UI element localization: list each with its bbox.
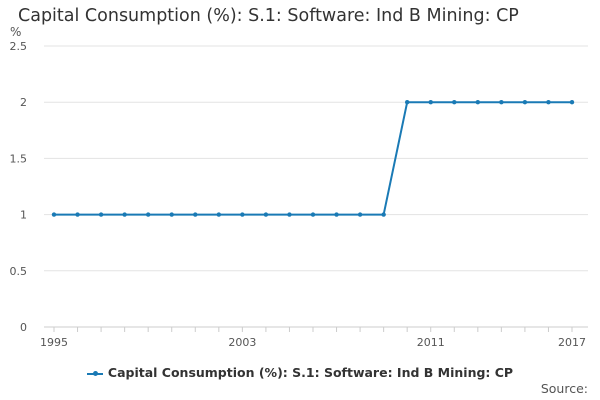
data-point-2016[interactable] [546, 100, 551, 105]
data-point-1998[interactable] [122, 212, 127, 217]
y-tick-label-5: 2.5 [10, 40, 28, 53]
y-tick-label-1: 0.5 [10, 265, 28, 278]
x-tick-label-0: 1995 [40, 336, 68, 349]
chart-title: Capital Consumption (%): S.1: Software: … [18, 6, 519, 26]
data-point-1997[interactable] [98, 212, 104, 217]
data-point-2012[interactable] [452, 100, 457, 105]
data-point-2014[interactable] [499, 100, 504, 105]
data-point-2004[interactable] [263, 212, 269, 217]
legend-swatch [86, 370, 103, 376]
data-point-2005[interactable] [287, 212, 292, 217]
y-tick-label-0: 0 [20, 321, 27, 334]
legend[interactable]: Capital Consumption (%): S.1: Software: … [0, 365, 600, 380]
data-point-2009[interactable] [381, 212, 386, 217]
y-tick-label-3: 1.5 [10, 152, 28, 165]
data-point-2008[interactable] [357, 212, 363, 217]
y-tick-label-2: 1 [20, 209, 27, 222]
data-point-1996[interactable] [75, 212, 80, 217]
data-point-2001[interactable] [193, 212, 198, 217]
source-label: Source: [540, 381, 588, 396]
y-tick-label-4: 2 [20, 96, 27, 109]
data-point-1995[interactable] [51, 212, 57, 217]
legend-label: Capital Consumption (%): S.1: Software: … [107, 365, 514, 380]
data-point-2015[interactable] [522, 100, 528, 105]
data-point-2017[interactable] [569, 100, 575, 105]
data-point-1999[interactable] [145, 212, 151, 217]
data-point-2013[interactable] [475, 100, 481, 105]
series-layer [51, 100, 575, 217]
data-point-2000[interactable] [169, 212, 174, 217]
data-point-2007[interactable] [334, 212, 339, 217]
x-tick-label-1: 2003 [228, 336, 256, 349]
data-point-2003[interactable] [240, 212, 245, 217]
x-tick-label-2: 2011 [417, 336, 445, 349]
data-point-2010[interactable] [404, 100, 410, 105]
y-axis-unit: % [10, 25, 21, 39]
data-point-2011[interactable] [428, 100, 433, 105]
data-point-2002[interactable] [216, 212, 222, 217]
data-point-2006[interactable] [310, 212, 316, 217]
gridlines [44, 45, 588, 272]
axes: 0 0.5 1 1.5 2 2.5 1995 2003 2011 2017 [10, 40, 588, 349]
x-tick-label-3: 2017 [558, 336, 586, 349]
